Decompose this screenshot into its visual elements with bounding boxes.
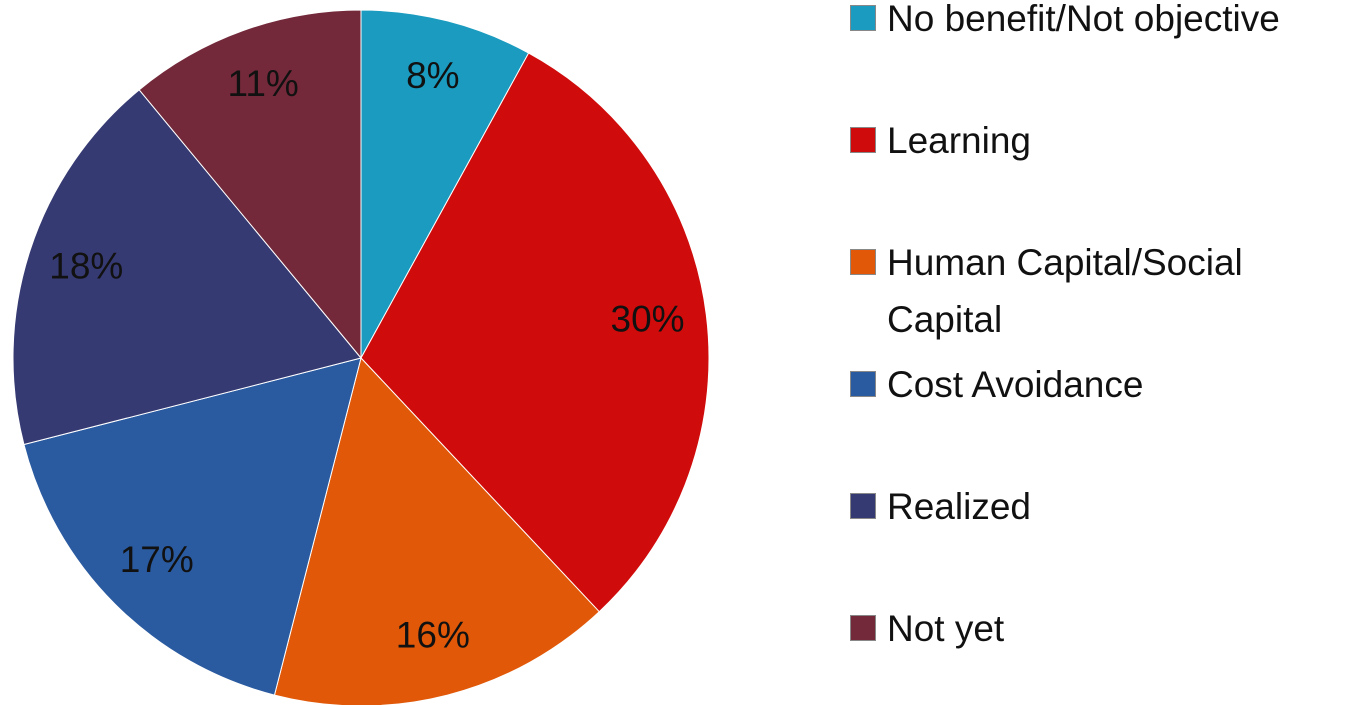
legend-item: Learning [850,112,1350,169]
legend-label: Realized [887,486,1031,527]
pie-slice [138,9,362,360]
legend-item: No benefit/Not objective [850,0,1350,47]
data-label: 18% [49,246,123,287]
data-label: 11% [228,63,299,104]
legend-label: Not yet [887,608,1005,649]
data-label: 17% [120,539,194,580]
legend-item: Human Capital/Social Capital [850,234,1350,348]
legend-item: Not yet [850,600,1350,657]
data-label: 16% [396,615,470,656]
legend-label: Human Capital/Social Capital [887,242,1243,340]
pie-slice [12,89,362,446]
legend-label: Learning [887,120,1032,161]
pie-chart: 8% 30% 16% 17% 18% 11% [12,9,710,705]
legend-swatch [850,127,876,153]
legend-swatch [850,493,876,519]
pie-slice [360,9,530,359]
legend-swatch [850,615,876,641]
legend-swatch [850,5,876,31]
pie-slice [23,357,362,696]
pie-slice [360,52,710,613]
data-label: 30% [611,299,685,340]
data-label: 8% [406,55,459,96]
pie-slice [273,356,600,705]
legend-item: Cost Avoidance [850,356,1350,413]
legend-swatch [850,249,876,275]
legend-label: No benefit/Not objective [887,0,1280,39]
legend-label: Cost Avoidance [887,364,1144,405]
legend-swatch [850,371,876,397]
legend-item: Realized [850,478,1350,535]
